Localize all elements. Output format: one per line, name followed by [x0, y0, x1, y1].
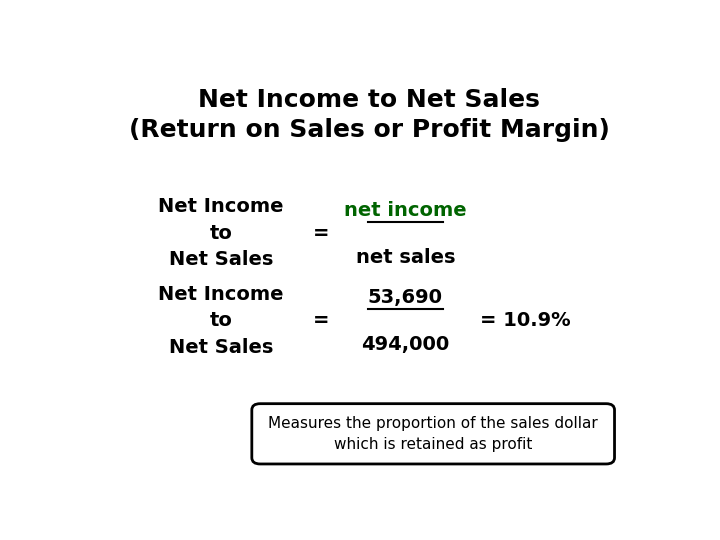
Text: net income: net income [344, 201, 467, 220]
Text: = 10.9%: = 10.9% [480, 311, 570, 330]
FancyBboxPatch shape [252, 404, 615, 464]
Text: Measures the proportion of the sales dollar
which is retained as profit: Measures the proportion of the sales dol… [269, 416, 598, 452]
Text: Net Income
to
Net Sales: Net Income to Net Sales [158, 197, 284, 269]
Text: 53,690: 53,690 [368, 288, 443, 307]
Text: =: = [313, 224, 330, 242]
Text: =: = [313, 311, 330, 330]
Text: net sales: net sales [356, 248, 455, 267]
Text: 494,000: 494,000 [361, 335, 449, 354]
Text: Net Income
to
Net Sales: Net Income to Net Sales [158, 285, 284, 356]
Text: Net Income to Net Sales
(Return on Sales or Profit Margin): Net Income to Net Sales (Return on Sales… [129, 87, 609, 143]
